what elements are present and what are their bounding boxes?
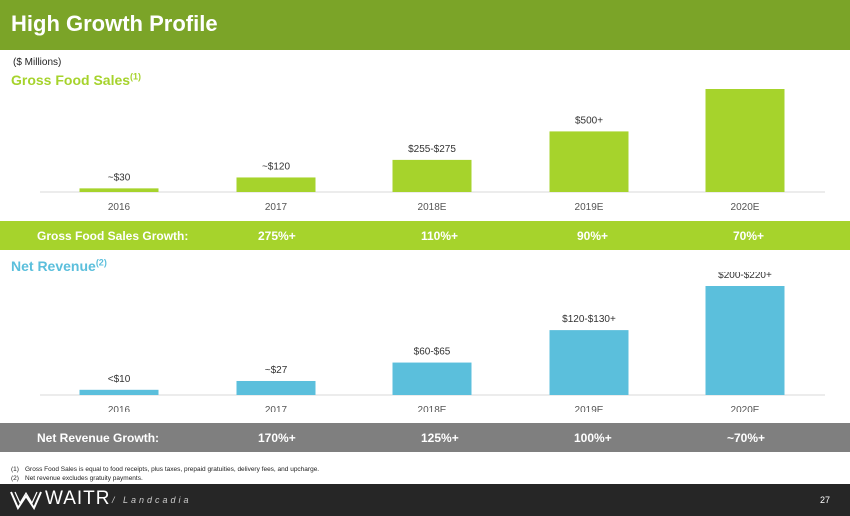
net-growth-value: 170%+: [258, 431, 296, 445]
partner-name: / Landcadia: [112, 495, 192, 505]
net-growth-value: 125%+: [421, 431, 459, 445]
net-bar: [705, 286, 785, 395]
net-tick-label: 2016: [108, 405, 131, 412]
units-label: ($ Millions): [13, 57, 62, 68]
net-data-label: $120-$130+: [562, 314, 616, 325]
gross-tick-label: 2018E: [418, 202, 447, 210]
net-bar: [79, 389, 159, 395]
footnote: (2) Net revenue excludes gratuity payment…: [11, 475, 143, 482]
page-number: 27: [819, 495, 830, 505]
gross-tick-label: 2017: [265, 202, 288, 210]
gross-tick-label: 2016: [108, 202, 131, 210]
net-tick-label: 2017: [265, 405, 288, 412]
net-revenue-chart: <$10 2016 ~$27 2017 $60-$65 2018E $120-$130+ 20…: [40, 272, 825, 412]
net-bar: [392, 362, 472, 395]
net-data-label: <$10: [108, 374, 131, 385]
gross-tick-label: 2019E: [575, 202, 604, 210]
footnotes: (1) Gross Food Sales is equal to food rec…: [11, 465, 319, 483]
gross-growth-value: 110%+: [421, 229, 459, 243]
net-revenue-title: Net Revenue(2): [11, 257, 107, 274]
net-data-label: $60-$65: [414, 347, 451, 358]
gross-bar: [705, 89, 785, 192]
gross-data-label: ~$30: [108, 172, 131, 183]
gross-food-sales-chart: ~$30 2016 ~$120 2017 $255-$275 2018E $500+ 2019…: [40, 89, 825, 210]
gross-bar: [392, 159, 472, 192]
footer-bar: WAITR / Landcadia 27: [0, 484, 850, 516]
gross-bar: [236, 177, 316, 192]
net-data-label: ~$27: [265, 365, 288, 376]
net-growth-band: Net Revenue Growth: 170%+ 125%+ 100%+ ~7…: [0, 423, 850, 452]
net-tick-label: 2019E: [575, 405, 604, 412]
waitr-logo-text: WAITR: [45, 488, 111, 509]
gross-data-label: ~$120: [262, 161, 291, 172]
footnote: (1) Gross Food Sales is equal to food rec…: [11, 466, 320, 473]
gross-growth-value: 275%+: [258, 229, 296, 243]
net-tick-label: 2020E: [731, 405, 760, 412]
gross-growth-value: 70%+: [733, 229, 765, 243]
net-data-label: $200-$220+: [718, 272, 772, 281]
net-growth-label: Net Revenue Growth:: [37, 431, 160, 445]
gross-growth-value: 90%+: [577, 229, 609, 243]
gross-tick-label: 2020E: [731, 202, 760, 210]
page-title: High Growth Profile: [11, 11, 218, 36]
gross-bar: [549, 131, 629, 192]
net-bar: [549, 330, 629, 395]
gross-growth-band: Gross Food Sales Growth: 275%+ 110%+ 90%…: [0, 221, 850, 250]
gross-growth-label: Gross Food Sales Growth:: [37, 229, 189, 243]
waitr-logo-icon: [10, 491, 42, 510]
net-growth-value: ~70%+: [727, 431, 766, 445]
net-growth-value: 100%+: [574, 431, 612, 445]
gross-data-label: $255-$275: [408, 144, 456, 155]
gross-data-label: $500+: [575, 115, 603, 126]
net-bar: [236, 380, 316, 395]
gross-bar: [79, 188, 159, 192]
net-tick-label: 2018E: [418, 405, 447, 412]
gross-food-sales-title: Gross Food Sales(1): [11, 71, 142, 88]
header-bar: High Growth Profile: [0, 0, 850, 50]
